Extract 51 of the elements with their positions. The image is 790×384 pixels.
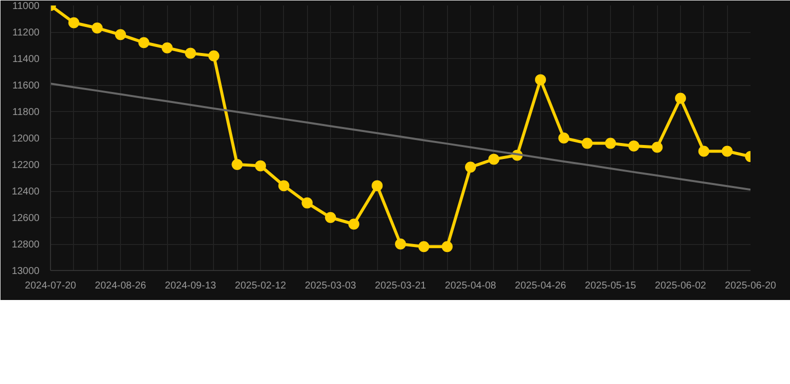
point	[465, 162, 476, 173]
point	[722, 146, 733, 157]
point	[302, 197, 313, 208]
point	[558, 132, 570, 144]
point	[395, 238, 406, 250]
x-tick-label: 2025-04-08	[444, 280, 497, 292]
y-tick-label: 12000	[12, 134, 40, 144]
point	[138, 37, 150, 48]
x-tick-label: 2024-07-20	[24, 280, 77, 292]
y-tick-label: 11400	[12, 54, 40, 65]
point	[488, 154, 500, 165]
point	[185, 48, 196, 59]
point	[162, 42, 173, 54]
line-series	[50, 82, 750, 191]
y-tick-label: 11600	[12, 80, 40, 92]
point	[605, 138, 616, 149]
y-tick-label: 12200	[12, 160, 40, 171]
point	[652, 142, 663, 153]
point	[68, 17, 80, 28]
x-tick-label: 2024-09-13	[164, 280, 217, 292]
y-tick-label: 12800	[12, 240, 40, 250]
x-tick-label: 2025-03-21	[374, 280, 427, 292]
x-tick-label: 2025-02-12	[234, 280, 287, 292]
point	[535, 74, 546, 86]
point	[418, 241, 430, 252]
point	[348, 218, 360, 230]
y-tick-label: 12600	[12, 213, 40, 224]
point	[675, 92, 686, 104]
y-tick-label: 12400	[12, 186, 40, 198]
x-tick-label: 2024-08-26	[94, 280, 147, 292]
point	[92, 22, 103, 34]
x-tick-label: 2025-06-02	[654, 280, 707, 292]
point	[442, 241, 453, 252]
x-tick-label: 2025-03-03	[304, 280, 357, 292]
point	[582, 138, 593, 149]
point	[372, 180, 383, 192]
point	[325, 212, 336, 223]
point	[628, 140, 640, 152]
y-tick-label: 13000	[12, 266, 40, 277]
point	[232, 159, 243, 170]
point	[115, 29, 126, 40]
x-tick-label: 2025-05-15	[584, 280, 637, 292]
y-tick-label: 11200	[12, 28, 40, 38]
point	[208, 50, 220, 62]
point	[255, 160, 266, 172]
point	[278, 180, 290, 192]
point	[698, 146, 710, 157]
y-tick-label: 11800	[12, 107, 40, 118]
x-tick-label: 2025-06-20	[724, 280, 777, 292]
y-tick-label: 11000	[12, 1, 40, 12]
x-tick-label: 2025-04-26	[514, 280, 567, 292]
